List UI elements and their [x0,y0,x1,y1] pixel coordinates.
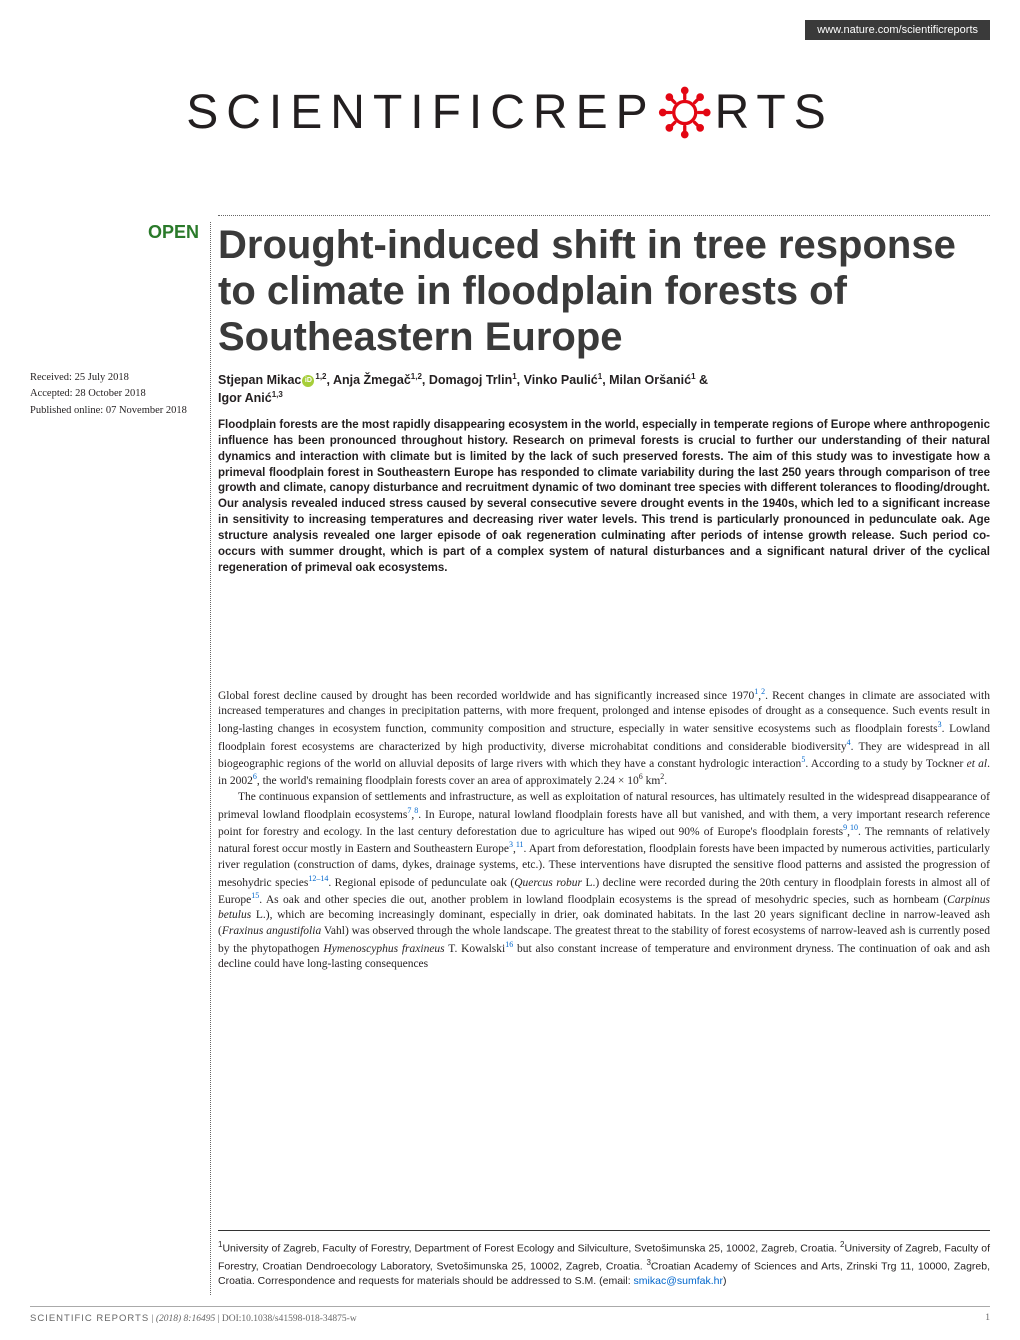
author-name: Stjepan Mikac [218,373,301,387]
affiliations: 1University of Zagreb, Faculty of Forest… [218,1230,990,1289]
citation-ref[interactable]: 16 [505,940,513,949]
citation-ref[interactable]: 7 [407,806,411,815]
author-name: , Vinko Paulić [517,373,598,387]
orcid-icon[interactable] [302,375,314,387]
author-separator: & [696,373,709,387]
author-name: , Anja Žmegač [327,373,411,387]
gear-icon [658,85,713,140]
page-number: 1 [985,1313,990,1324]
author-affiliation-ref: 1,3 [272,390,283,399]
citation-ref[interactable]: 10 [850,823,858,832]
footer-doi: | DOI:10.1038/s41598-018-34875-w [218,1314,357,1324]
article-title: Drought-induced shift in tree response t… [218,222,990,360]
divider-dotted-top [218,215,990,216]
open-access-badge: OPEN [148,222,199,243]
article-meta: Received: 25 July 2018 Accepted: 28 Octo… [30,370,205,419]
accepted-date: Accepted: 28 October 2018 [30,386,205,402]
author-name: , Milan Oršanić [602,373,691,387]
citation-ref[interactable]: 11 [516,840,524,849]
body-text: Global forest decline caused by drought … [218,687,990,973]
correspondence-email[interactable]: smikac@sumfak.hr [634,1275,723,1287]
logo-text-after: RTS [715,85,834,140]
author-affiliation-ref: 1,2 [315,372,326,381]
citation-ref[interactable]: 9 [843,823,847,832]
divider-dotted-left [210,222,211,1295]
footer-citation: (2018) 8:16495 [156,1314,218,1324]
logo-text-middle: REP [533,85,656,140]
author-name: , Domagoj Trlin [422,373,512,387]
paragraph: The continuous expansion of settlements … [218,790,990,973]
paragraph: Global forest decline caused by drought … [218,687,990,790]
citation-ref[interactable]: 12–14 [308,874,328,883]
authors-list: Stjepan Mikac1,2, Anja Žmegač1,2, Domago… [218,371,990,408]
logo-text-before: SCIENTIFIC [186,85,533,140]
footer-left: SCIENTIFIC REPORTS | (2018) 8:16495 | DO… [30,1313,357,1324]
citation-ref[interactable]: 3 [509,840,513,849]
journal-logo: SCIENTIFIC REP RTS [186,85,834,140]
abstract: Floodplain forests are the most rapidly … [218,418,990,577]
author-name: Igor Anić [218,391,272,405]
published-date: Published online: 07 November 2018 [30,403,205,419]
page-footer: SCIENTIFIC REPORTS | (2018) 8:16495 | DO… [30,1306,990,1324]
header-url[interactable]: www.nature.com/scientificreports [805,20,990,40]
author-affiliation-ref: 1,2 [411,372,422,381]
citation-ref[interactable]: 1 [754,687,758,696]
received-date: Received: 25 July 2018 [30,370,205,386]
footer-journal: SCIENTIFIC REPORTS [30,1313,149,1324]
